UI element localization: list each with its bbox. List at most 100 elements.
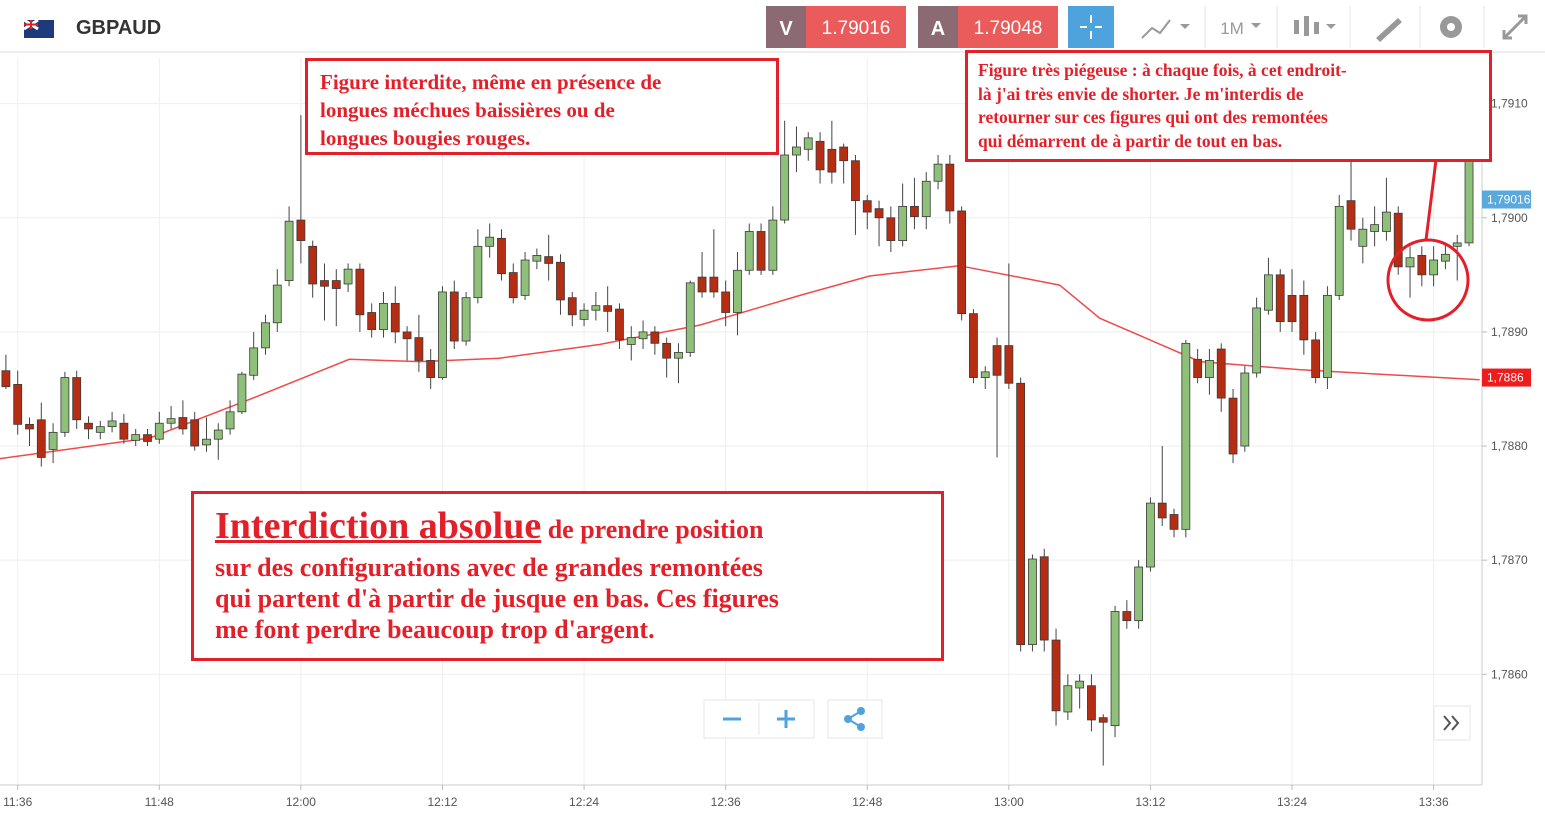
candle-body [992,345,1002,376]
candle-body [497,237,506,275]
buy-price: 1.79048 [974,18,1043,39]
plot [0,115,1480,766]
candle-body [1028,558,1037,646]
annotation-line: Figure interdite, même en présence de [320,70,662,94]
candle-body [1452,242,1462,247]
candle-body [792,146,801,156]
candle-body [1405,257,1415,268]
candle-body [237,373,247,413]
buy-label: A [931,18,945,40]
candle-body [1146,502,1155,568]
y-tick-label: 1,7910 [1491,97,1528,111]
annotation-line: longues méchues baissières ou de [320,98,615,122]
x-tick-label: 12:48 [852,795,882,809]
candle-body [662,342,672,359]
candle-body [379,302,388,331]
share-button[interactable] [844,707,865,731]
y-tick-label: 1,7880 [1491,439,1528,453]
candle-body [402,331,412,340]
y-tick-label: 1,7860 [1491,667,1528,681]
candle-body [874,208,884,219]
sell-button[interactable] [766,6,806,48]
price-badge [1482,368,1531,387]
scroll-end-button[interactable] [1443,715,1460,731]
x-tick-label: 13:36 [1419,795,1449,809]
candle-body [343,268,353,285]
candle-body [320,280,329,287]
candle-body [1205,360,1214,378]
sell-label: V [779,18,793,40]
candle-body [178,417,188,430]
candle-body [131,434,141,441]
indicators-button[interactable] [1294,16,1336,36]
grid [0,58,1482,785]
buy-button[interactable] [918,6,958,48]
candle-body [1346,200,1356,230]
y-tick-label: 1,7900 [1491,211,1528,225]
candle-body [520,259,530,296]
x-tick-label: 12:00 [286,795,316,809]
candle-body [1264,274,1273,311]
candle-body [933,163,943,182]
candle-body [1087,685,1096,721]
annotation-emphasis: Interdiction absolue [215,505,542,547]
candle-body [1441,253,1450,262]
candle-body [733,269,742,313]
candle-body [1,370,11,388]
candle-body [579,309,589,320]
candle-body [367,312,377,331]
sell-price-button[interactable] [806,6,906,48]
annotation-text: de prendre position [547,515,764,544]
candle-body [473,245,483,299]
chart-type-button[interactable] [1141,19,1190,39]
candle-body [1464,148,1474,244]
candle-body [414,337,424,361]
price-badge-label: 1,79016 [1487,193,1531,207]
settings-button[interactable] [1440,16,1462,38]
candle-body [25,423,34,430]
candle-body [1429,259,1439,276]
candle-body [1299,294,1309,341]
candle-body [1098,717,1108,723]
candle-body [284,220,294,281]
candle-body [508,272,518,299]
candle-body [1134,566,1144,622]
candle-body [84,422,93,430]
candle-body [225,411,235,430]
crosshair-button[interactable] [1068,6,1114,48]
candle-body [1016,382,1026,646]
candle-body [1063,685,1073,713]
sell-price: 1.79016 [822,18,891,39]
x-tick-label: 12:36 [711,795,741,809]
x-tick-label: 11:36 [3,795,32,809]
candle-body [544,256,554,264]
annotation-line: qui démarrent de à partir de tout en bas… [978,130,1283,151]
annotation-top-left: Figure interdite, même en présence de lo… [305,58,779,155]
candle-body [1039,556,1049,641]
flag [23,18,54,38]
candle-body [1216,348,1226,399]
candle-body [638,331,648,340]
candle-body [119,422,129,440]
candle-body [48,431,58,450]
candle-body [567,297,577,316]
buy-price-button[interactable] [958,6,1058,48]
symbol: GBPAUD [76,17,161,39]
x-tick-label: 12:12 [427,795,457,809]
candle-body [1181,342,1191,530]
crosshair-icon [1080,15,1102,39]
candle-body [898,205,908,242]
callout-circle [1386,238,1470,322]
candle-body [60,377,70,433]
candle-body [1004,345,1014,384]
candle-body [1240,372,1250,447]
candle-body [1075,680,1085,689]
timeframe-button[interactable]: 1M [1220,19,1244,38]
candle-body [1311,339,1321,378]
candle-body [815,140,825,171]
fullscreen-button[interactable] [1502,14,1528,40]
zoom-in[interactable] [777,710,795,728]
candle-body [308,245,318,285]
drawing-button[interactable] [1376,18,1402,42]
